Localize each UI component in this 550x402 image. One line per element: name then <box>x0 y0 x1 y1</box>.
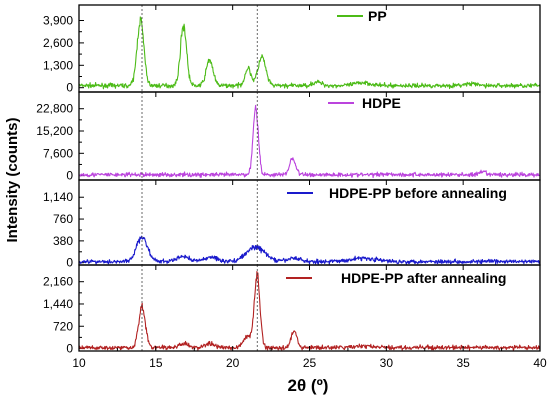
y-tick-label: 15,200 <box>36 124 73 138</box>
y-tick-label: 0 <box>66 81 73 95</box>
y-tick-label: 380 <box>53 234 73 248</box>
series-line-3 <box>78 235 541 265</box>
panel-frame <box>78 4 541 93</box>
y-axis-title: Intensity (counts) <box>4 117 21 242</box>
series-line-1 <box>78 16 541 90</box>
y-tick-label: 0 <box>66 342 73 356</box>
x-tick-label: 10 <box>72 356 86 370</box>
panel-hdpe: 0 7,600 15,200 22,800 HDPE <box>36 91 541 183</box>
y-tick-label: 0 <box>66 256 73 270</box>
x-tick-label: 40 <box>533 356 547 370</box>
legend-label: PP <box>368 8 387 24</box>
x-axis-title: 2θ (º) <box>288 376 329 395</box>
y-tick-label: 720 <box>53 319 73 333</box>
y-tick-label: 2,600 <box>43 36 73 50</box>
y-tick-label: 1,140 <box>43 190 73 204</box>
y-tick-label: 2,160 <box>43 275 73 289</box>
x-tick-label: 30 <box>380 356 394 370</box>
panel-frame <box>78 91 541 181</box>
panel-hdpe-pp-before: 0 380 760 1,140 HDPE-PP before annealing <box>43 179 541 270</box>
y-tick-label: 7,600 <box>43 146 73 160</box>
legend-label: HDPE-PP before annealing <box>329 185 507 201</box>
x-tick-label: 35 <box>456 356 470 370</box>
x-tick-label: 15 <box>149 356 163 370</box>
y-tick-label: 22,800 <box>36 102 73 116</box>
series-line-2 <box>78 104 541 179</box>
x-tick-label: 20 <box>226 356 240 370</box>
y-tick-label: 3,900 <box>43 14 73 28</box>
panel-hdpe-pp-after: 0 720 1,440 2,160 HDPE-PP after annealing <box>43 264 541 356</box>
legend-label: HDPE-PP after annealing <box>341 270 506 286</box>
panel-pp: 0 1,300 2,600 3,900 PP <box>43 4 541 95</box>
x-tick-label: 25 <box>303 356 317 370</box>
x-axis: 10 15 20 25 30 35 40 <box>72 346 547 370</box>
legend-label: HDPE <box>362 95 401 111</box>
y-tick-label: 1,440 <box>43 297 73 311</box>
y-tick-label: 0 <box>66 169 73 183</box>
y-tick-label: 760 <box>53 212 73 226</box>
y-tick-label: 1,300 <box>43 58 73 72</box>
